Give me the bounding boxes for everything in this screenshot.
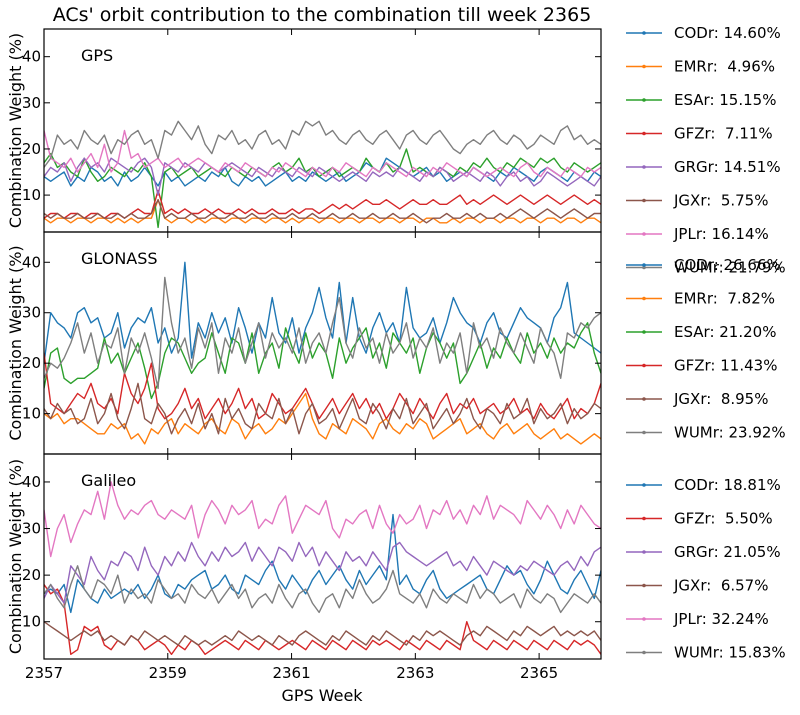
panel-frame [43,28,602,233]
series-line-grgr [44,157,601,196]
legend-label-wumr: WUMr: 15.83% [674,644,786,662]
series-line-jgxr [44,382,601,435]
y-tick-label: 10 [22,405,41,423]
legend-label-gfzr: GFZr: 5.50% [674,510,773,528]
legend-marker-esar [642,98,646,102]
legend-marker-esar [642,330,646,334]
y-tick-label: 40 [22,253,41,271]
legend-label-codr: CODr: 26.66% [674,256,781,274]
legend-label-emrr: EMRr: 4.96% [674,58,775,76]
series-line-gfzr [44,584,601,655]
y-tick-label: 30 [22,520,41,538]
legend-marker-gfzr [642,516,646,521]
legend-label-codr: CODr: 14.60% [674,24,781,42]
legend-marker-wumr [642,650,646,655]
legend-marker-wumr [642,265,646,270]
panel-name: GLONASS [81,249,158,268]
y-axis-label: Combination Weight (%) [6,33,25,228]
legend-marker-grgr [642,550,646,554]
x-axis-label: GPS Week [281,686,363,705]
legend-galileo: CODr: 18.81% GFZr: 5.50% GRGr: 21.05% JGXr:… [626,476,786,662]
legend-marker-codr [642,31,646,35]
series-line-emrr [44,392,601,445]
panel-frame [43,453,602,660]
legend-label-codr: CODr: 18.81% [674,476,781,494]
chart-title: ACs' orbit contribution to the combinati… [53,4,592,26]
legend-label-jgxr: JGXr: 5.75% [673,192,768,210]
legend-label-jgxr: JGXr: 6.57% [673,577,768,595]
series-line-jgxr [44,621,601,646]
series-line-codr [44,261,601,364]
legend-gps: CODr: 14.60% EMRr: 4.96% ESAr: 15.15% GFZr:… [626,24,786,277]
legend-label-gfzr: GFZr: 7.11% [674,125,773,143]
legend-marker-codr [642,263,646,267]
y-tick-label: 10 [22,613,41,631]
legend-label-grgr: GRGr: 14.51% [674,158,781,176]
legend-marker-wumr [642,430,646,435]
series-line-jplr [44,129,601,178]
series-line-codr [44,513,601,614]
legend-marker-jgxr [642,198,646,203]
panel-glonass: 10 20 30 40 GLONASS Combination Weight (%) [6,231,602,455]
legend-marker-codr [642,483,646,487]
legend-label-wumr: WUMr: 23.92% [674,424,786,442]
legend-label-gfzr: GFZr: 11.43% [674,357,777,375]
legend-marker-gfzr [642,131,646,136]
y-axis-label: Combination Weight (%) [6,459,25,654]
legend-marker-emrr [642,64,646,69]
legend-label-grgr: GRGr: 21.05% [674,543,781,561]
legend-label-jplr: JPLr: 16.14% [673,225,769,243]
legend-marker-jgxr [642,583,646,588]
series-line-grgr [44,541,601,604]
series-line-wumr [44,120,601,168]
series-line-gfzr [44,189,601,219]
legend-marker-jplr [642,617,646,621]
legend-glonass: CODr: 26.66% EMRr: 7.82% ESAr: 21.20% GFZr:… [626,256,786,442]
panel-gps: 10 20 30 40 GPS Combination Weight (%) [6,28,602,233]
x-tick-label: 2363 [396,664,434,682]
panels: 10 20 30 40 GPS Combination Weight (%) CODr: 1… [6,24,786,682]
y-tick-label: 20 [22,566,41,584]
x-tick-label: 2361 [272,664,310,682]
y-tick-label: 30 [22,304,41,322]
series-line-jgxr [44,198,601,224]
series-line-esar [44,322,601,400]
y-tick-label: 40 [22,473,41,491]
panel-name: Galileo [81,471,136,490]
y-tick-label: 20 [22,354,41,372]
y-tick-label: 20 [22,140,41,158]
series-line-wumr [44,276,601,390]
y-axis-label: Combination Weight (%) [6,245,25,440]
legend-marker-jplr [642,232,646,236]
series-line-gfzr [44,353,601,420]
legend-label-jplr: JPLr: 32.24% [673,610,769,628]
series-line-wumr [44,565,601,614]
y-tick-label: 10 [22,186,41,204]
panel-galileo: 10 20 30 40 2357 2359 2361 2363 2365 Galileo Combi… [6,453,602,682]
legend-marker-gfzr [642,363,646,368]
y-tick-label: 30 [22,94,41,112]
panel-name: GPS [81,46,113,65]
legend-label-wumr: WUMr: 21.79% [674,259,786,277]
legend-label-esar: ESAr: 15.15% [674,91,776,109]
legend-label-jgxr: JGXr: 8.95% [673,390,768,408]
x-tick-label: 2357 [25,664,63,682]
x-tick-label: 2365 [520,664,558,682]
legend-label-emrr: EMRr: 7.82% [674,290,775,308]
legend-label-esar: ESAr: 21.20% [674,323,776,341]
legend-marker-jgxr [642,397,646,401]
legend-marker-emrr [642,296,646,301]
x-tick-label: 2359 [149,664,187,682]
series-line-jplr [44,481,601,558]
legend-marker-grgr [642,165,646,169]
y-tick-label: 40 [22,48,41,66]
